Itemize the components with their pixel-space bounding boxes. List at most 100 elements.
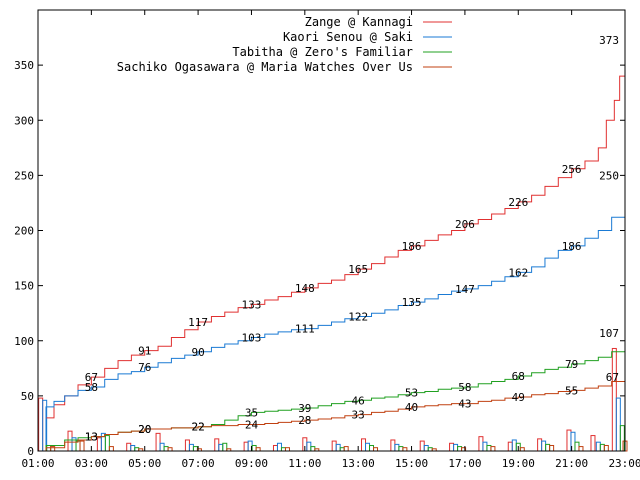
count-bar [276, 442, 282, 452]
data-label: 67 [606, 371, 619, 384]
y-axis-ticks: 0 50 100 150 200 250 300 350 [14, 59, 625, 458]
count-bar [574, 441, 580, 452]
count-bar [541, 440, 547, 452]
data-label: 43 [458, 398, 471, 411]
count-bar [126, 442, 132, 452]
x-tick-label: 17:00 [448, 457, 481, 470]
count-bar [46, 444, 52, 452]
data-label: 122 [348, 310, 368, 323]
data-label: 53 [405, 387, 418, 400]
x-axis-ticks: 01:00 03:00 05:00 07:00 09:00 11:00 13:00 15:00… [21, 10, 640, 470]
count-bar [390, 439, 396, 452]
x-tick-label: 07:00 [182, 457, 215, 470]
data-label: 107 [599, 327, 619, 340]
data-label: 373 [599, 34, 619, 47]
data-label: 186 [562, 240, 582, 253]
data-label: 13 [85, 431, 98, 444]
data-label: 68 [512, 370, 525, 383]
count-bar [251, 444, 257, 452]
count-bar [537, 438, 543, 452]
count-bar [79, 440, 85, 452]
data-label: 117 [188, 316, 208, 329]
series-line [38, 377, 626, 452]
data-label: 55 [565, 384, 578, 397]
data-label: 58 [85, 381, 98, 394]
count-bar [478, 436, 484, 452]
count-bar [306, 441, 312, 452]
data-label: 28 [298, 414, 311, 427]
data-label: 133 [242, 298, 262, 311]
data-label: 13 [85, 431, 98, 444]
line-layer [38, 39, 626, 452]
count-bar [218, 443, 224, 452]
data-label: 67 [85, 371, 98, 384]
x-tick-label: 05:00 [128, 457, 161, 470]
x-tick-label: 09:00 [235, 457, 268, 470]
count-bar [369, 444, 375, 452]
count-bar [104, 435, 110, 452]
data-label: 226 [508, 196, 528, 209]
count-bar [566, 429, 572, 452]
count-bar [365, 442, 371, 452]
data-label: 103 [242, 331, 262, 344]
bar-layer [38, 347, 628, 452]
count-bar [343, 446, 349, 452]
data-label: 186 [402, 240, 422, 253]
data-label: 40 [405, 401, 418, 414]
data-label: 20 [138, 423, 151, 436]
legend-label: Kaori Senou @ Saki [283, 30, 413, 44]
count-bar [163, 446, 169, 452]
data-label: 162 [508, 266, 528, 279]
x-tick-label: 21:00 [555, 457, 588, 470]
data-label: 58 [458, 381, 471, 394]
count-bar [310, 446, 316, 452]
count-bar [549, 444, 555, 452]
count-bar [578, 446, 584, 452]
y-tick-label: 150 [14, 280, 34, 293]
data-label: 20 [138, 423, 151, 436]
y-tick-label: 50 [21, 390, 34, 403]
data-label: 256 [562, 163, 582, 176]
series-line [38, 39, 626, 452]
y-tick-label: 300 [14, 114, 34, 127]
count-bar [335, 443, 341, 452]
data-label: 250 [599, 169, 619, 182]
count-bar [615, 397, 621, 452]
data-label: 91 [138, 345, 151, 358]
count-bar [449, 442, 455, 452]
data-label-layer: 67 91 117 133 148 165 186 206 226 256 373 58 76 90 103… [85, 34, 619, 444]
data-label: 46 [352, 394, 365, 407]
count-bar [38, 397, 44, 452]
data-label: 147 [455, 283, 475, 296]
count-bar [394, 443, 400, 452]
count-bar [619, 425, 625, 452]
legend-label: Zange @ Kannagi [305, 15, 413, 29]
axes [37, 9, 626, 452]
x-tick-label: 01:00 [21, 457, 54, 470]
plot-frame [37, 9, 626, 452]
data-label: 39 [298, 402, 311, 415]
data-label: 22 [191, 421, 204, 434]
count-bar [511, 439, 517, 452]
count-bar [159, 442, 165, 452]
count-bar [486, 444, 492, 452]
count-bar [611, 347, 617, 452]
data-label: 148 [295, 282, 315, 295]
data-label: 49 [512, 391, 525, 404]
y-tick-label: 200 [14, 225, 34, 238]
count-bar [453, 443, 459, 452]
data-label: 79 [565, 358, 578, 371]
count-bar [490, 446, 496, 452]
count-bar [130, 444, 136, 452]
count-bar [599, 443, 605, 452]
y-tick-label: 250 [14, 169, 34, 182]
count-bar [545, 443, 551, 452]
count-bar [272, 444, 278, 452]
count-bar [184, 439, 190, 452]
data-label: 111 [295, 323, 315, 336]
count-bar [590, 435, 596, 452]
count-bar [243, 441, 249, 452]
x-tick-label: 03:00 [75, 457, 108, 470]
